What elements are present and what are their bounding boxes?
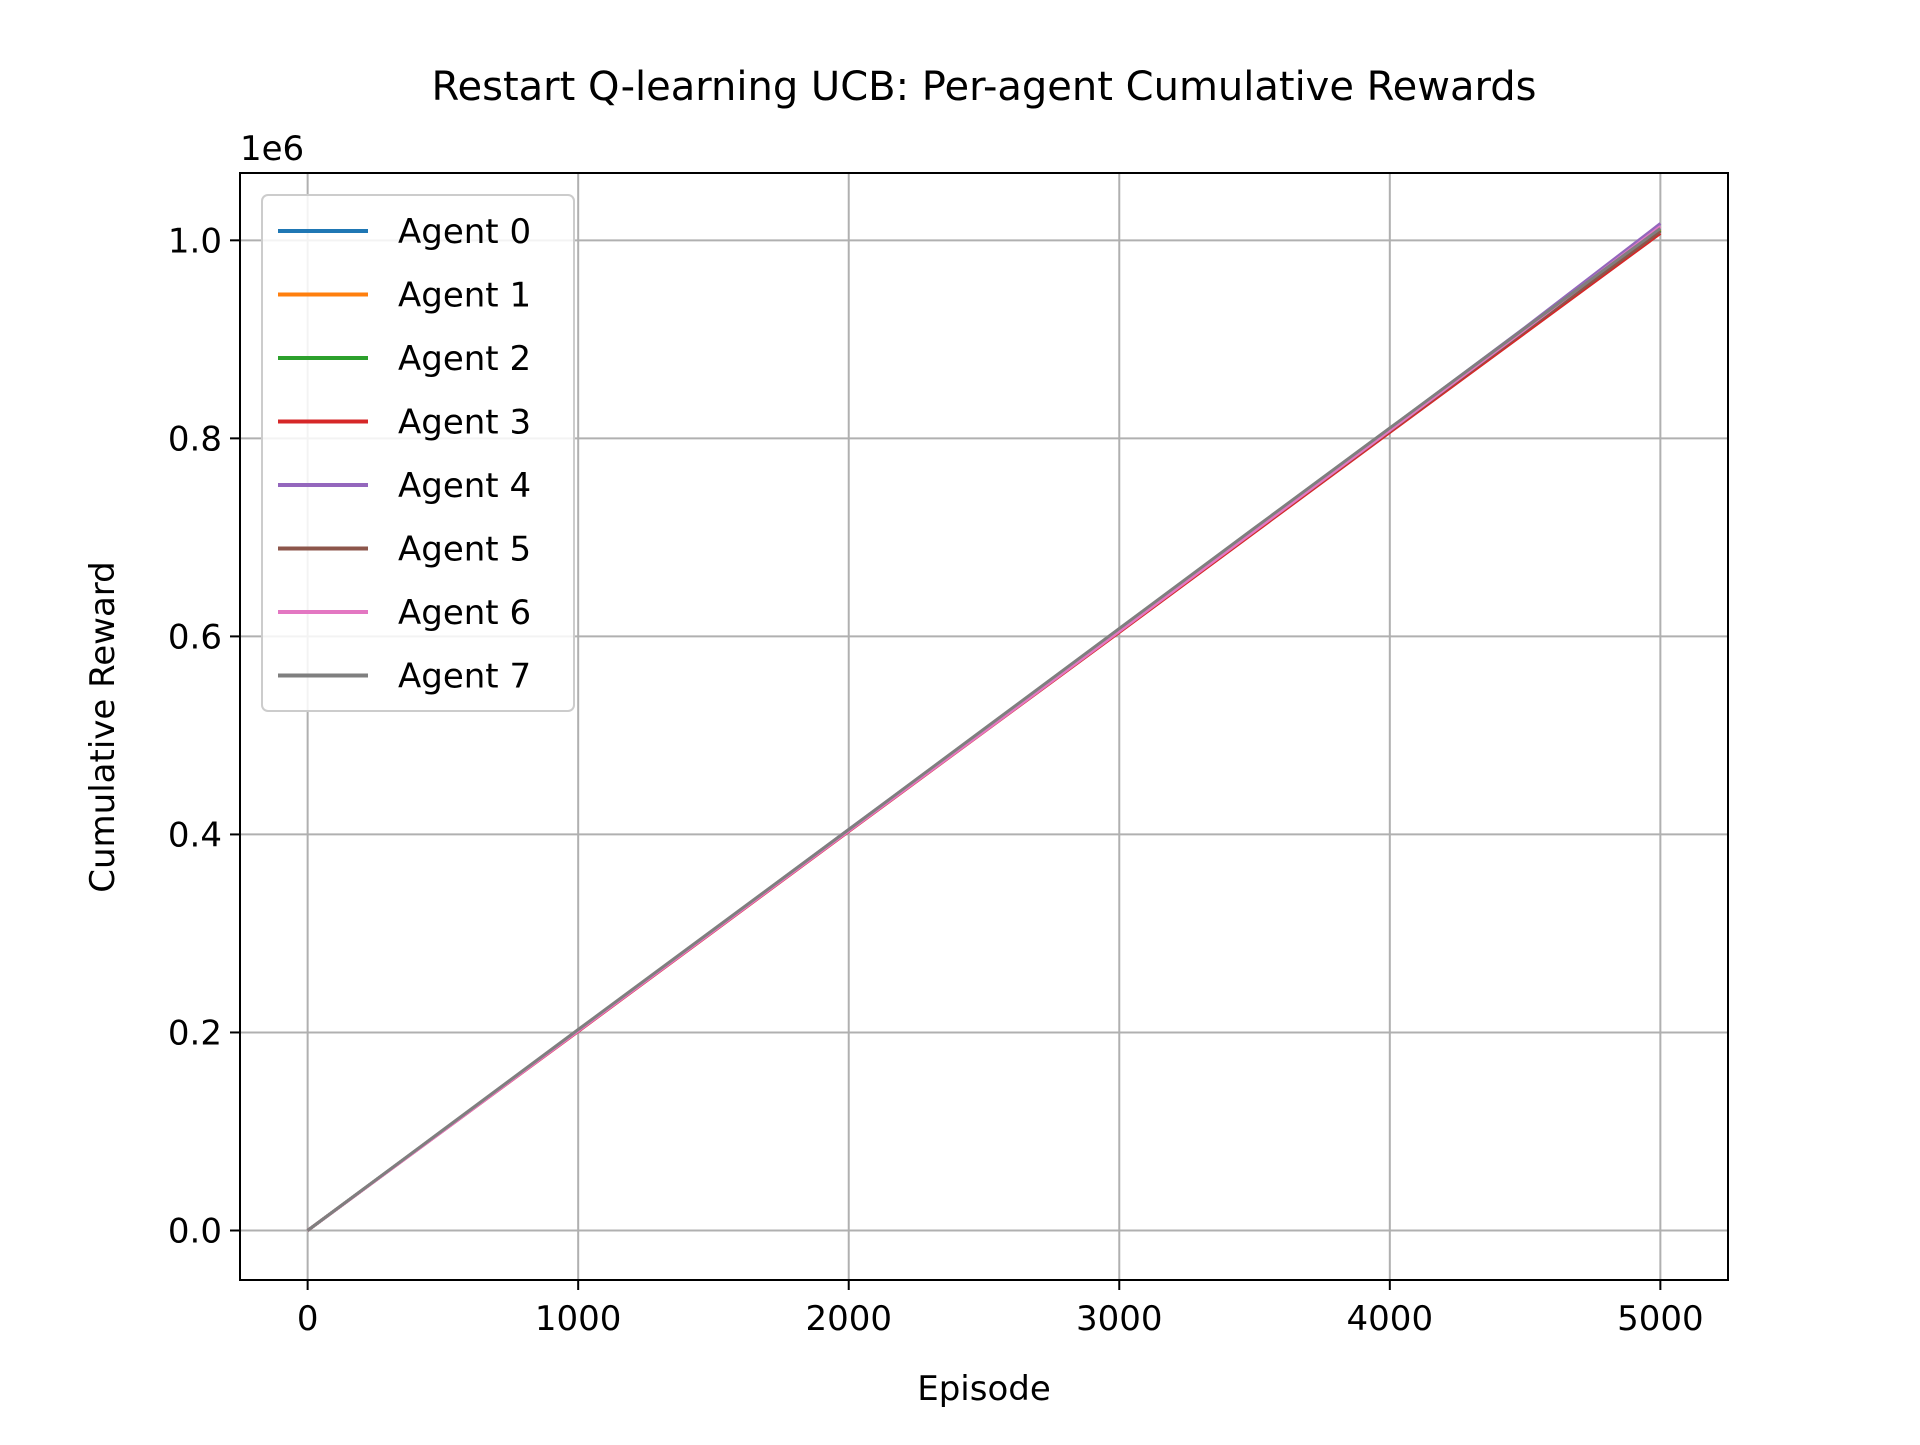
y-tick-label: 1.0	[168, 221, 222, 261]
legend-label-agent-1: Agent 1	[398, 276, 531, 316]
x-tick-label: 2000	[805, 1299, 892, 1339]
x-tick-label: 5000	[1617, 1299, 1704, 1339]
x-axis-label: Episode	[917, 1369, 1051, 1409]
legend-label-agent-3: Agent 3	[398, 403, 531, 443]
y-axis-label: Cumulative Reward	[83, 561, 123, 892]
y-axis-offset-label: 1e6	[240, 129, 304, 169]
x-axis-ticks: 0 1000 2000 3000 4000 5000	[297, 1280, 1704, 1339]
x-tick-label: 4000	[1347, 1299, 1434, 1339]
chart-title: Restart Q-learning UCB: Per-agent Cumula…	[432, 64, 1537, 110]
y-tick-label: 0.4	[168, 815, 222, 855]
y-tick-label: 0.2	[168, 1013, 222, 1053]
legend-box	[261, 194, 575, 712]
legend-label-agent-6: Agent 6	[398, 593, 531, 633]
legend-label-agent-4: Agent 4	[398, 466, 531, 506]
series-line-agent-7	[306, 227, 1662, 1232]
legend-label-agent-7: Agent 7	[398, 657, 531, 697]
x-tick-label: 1000	[535, 1299, 622, 1339]
series-lines	[306, 222, 1662, 1232]
legend: Agent 0 Agent 1 Agent 2 Agent 3 Agent 4 Agent…	[261, 194, 575, 712]
x-tick-label: 3000	[1076, 1299, 1163, 1339]
x-tick-label: 0	[297, 1299, 319, 1339]
plot-frame	[239, 172, 1729, 1281]
y-tick-label: 0.0	[168, 1211, 222, 1251]
legend-label-agent-2: Agent 2	[398, 339, 531, 379]
legend-label-agent-5: Agent 5	[398, 530, 531, 570]
y-tick-label: 0.8	[168, 419, 222, 459]
y-axis-ticks: 0.0 0.2 0.4 0.6 0.8 1.0	[168, 221, 240, 1251]
y-tick-label: 0.6	[168, 617, 222, 657]
grid	[240, 173, 1728, 1280]
legend-label-agent-0: Agent 0	[398, 212, 531, 252]
